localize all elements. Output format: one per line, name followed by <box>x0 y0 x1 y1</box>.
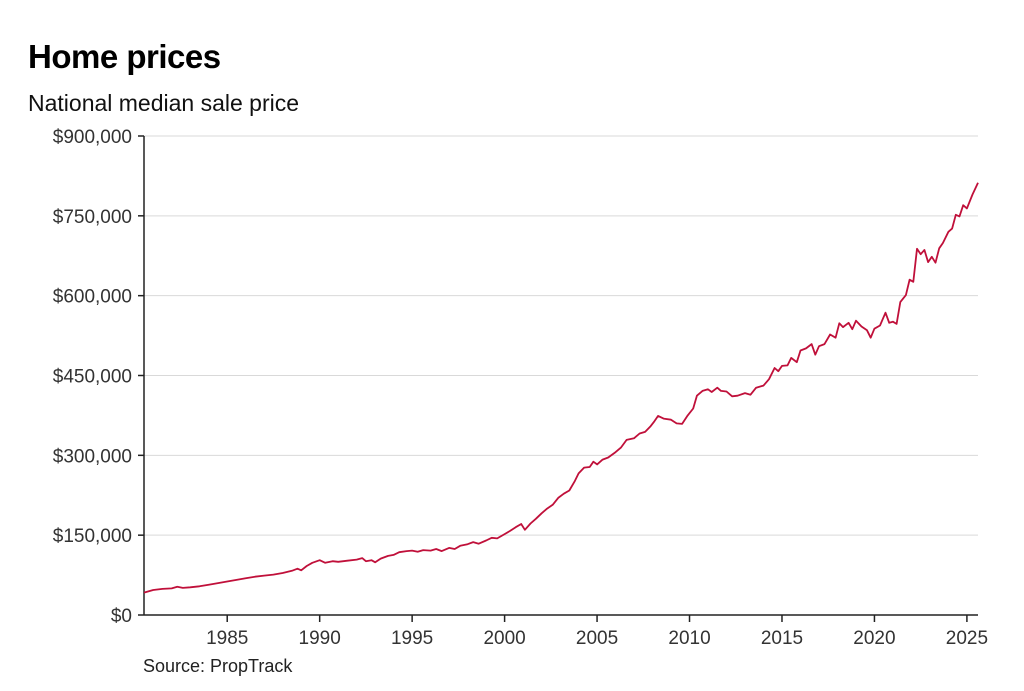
source-note: Source: PropTrack <box>143 656 293 676</box>
y-tick-label: $900,000 <box>53 127 132 148</box>
x-tick-label: 2005 <box>576 628 618 649</box>
series-line <box>143 182 979 594</box>
y-tick-label: $450,000 <box>53 367 132 388</box>
y-tick-label: $0 <box>111 606 132 627</box>
x-tick-label: 1995 <box>391 628 433 649</box>
y-tick-label: $600,000 <box>53 287 132 308</box>
x-tick-label: 1985 <box>206 628 248 649</box>
x-tick-label: 2010 <box>668 628 710 649</box>
x-tick-label: 2015 <box>761 628 803 649</box>
y-tick-label: $150,000 <box>53 526 132 547</box>
x-tick-label: 1990 <box>299 628 341 649</box>
chart-title: Home prices <box>28 38 221 75</box>
x-tick-label: 2020 <box>853 628 895 649</box>
x-tick-label: 2000 <box>483 628 525 649</box>
chart-subtitle: National median sale price <box>28 90 300 116</box>
y-tick-label: $300,000 <box>53 446 132 467</box>
x-tick-label: 2025 <box>946 628 988 649</box>
y-tick-label: $750,000 <box>53 207 132 228</box>
